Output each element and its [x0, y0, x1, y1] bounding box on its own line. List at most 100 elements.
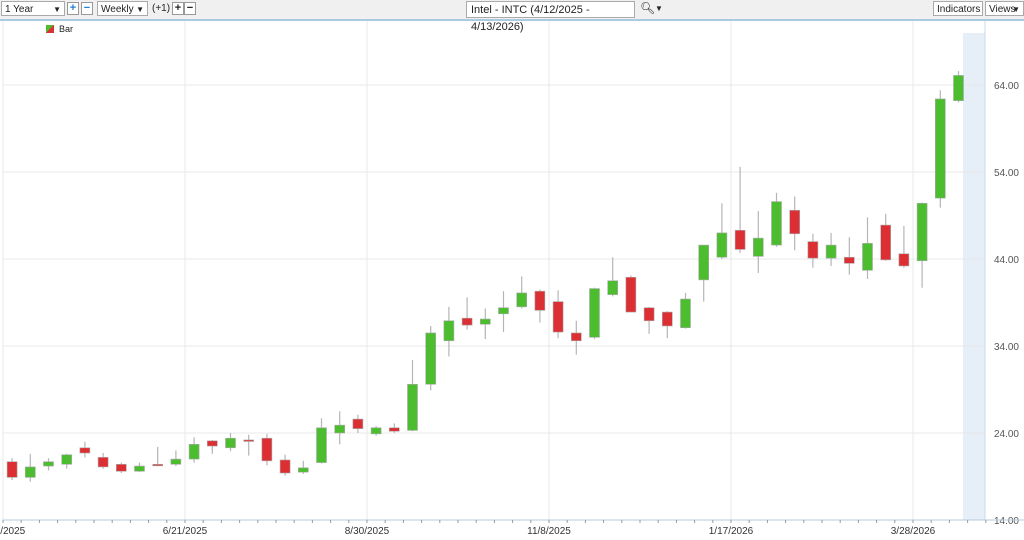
- y-tick-label: 24.00: [994, 429, 1019, 440]
- symbol-title-field[interactable]: Intel - INTC (4/12/2025 - 4/13/2026): [466, 1, 635, 33]
- offset-plus-button[interactable]: +: [172, 2, 184, 15]
- candle-body: [24, 466, 36, 478]
- y-tick-label: 34.00: [994, 342, 1019, 353]
- candle-body: [425, 332, 437, 385]
- candle-body: [6, 461, 18, 478]
- candle: [225, 433, 236, 452]
- candle-body: [279, 459, 291, 474]
- candle-body: [570, 332, 582, 342]
- candle-body: [479, 318, 491, 325]
- legend-label: Bar: [59, 24, 74, 34]
- candle: [534, 289, 546, 323]
- candle-body: [862, 243, 873, 271]
- candle-body: [734, 229, 746, 250]
- candle: [789, 196, 801, 251]
- candle-body: [880, 224, 892, 261]
- candle-body: [516, 292, 528, 308]
- candle: [279, 454, 291, 476]
- candle-body: [625, 276, 637, 313]
- candle-body: [898, 253, 910, 267]
- candle: [479, 308, 491, 340]
- offset-minus-button[interactable]: −: [184, 2, 196, 15]
- candle-body: [188, 444, 200, 460]
- candle: [953, 71, 964, 103]
- candle: [116, 462, 127, 474]
- future-shaded-region: [963, 33, 985, 520]
- candle-body: [752, 237, 764, 257]
- candle-body: [789, 209, 801, 235]
- indicators-button[interactable]: Indicators: [933, 1, 983, 16]
- zoom-out-button[interactable]: −: [81, 2, 93, 15]
- candle: [316, 418, 327, 464]
- legend: Bar: [46, 24, 73, 34]
- indicators-label: Indicators: [937, 4, 981, 15]
- candle: [698, 244, 710, 302]
- toolbar-separator: [0, 19, 1024, 21]
- candle-body: [97, 457, 109, 468]
- candle: [97, 453, 109, 469]
- candle-body: [43, 461, 54, 467]
- candle: [734, 166, 746, 253]
- candle: [498, 291, 509, 333]
- x-tick-label: 3/28/2026: [891, 526, 936, 537]
- candle-body: [589, 288, 600, 338]
- candle-body: [407, 383, 418, 431]
- x-tick-label: 4/12/2025: [0, 526, 26, 537]
- y-tick-label: 54.00: [994, 168, 1019, 179]
- candle: [716, 203, 728, 259]
- candle: [680, 292, 691, 329]
- candle: [752, 211, 764, 273]
- candle: [570, 320, 582, 355]
- candle: [79, 441, 91, 458]
- candle-body: [316, 427, 327, 463]
- candle-body: [334, 424, 346, 434]
- candle-body: [170, 458, 182, 465]
- candle-body: [152, 464, 163, 467]
- views-label: Views: [989, 4, 1016, 15]
- range-select[interactable]: 1 Year ▼: [1, 1, 65, 16]
- y-tick-label: 44.00: [994, 255, 1019, 266]
- candle: [261, 433, 273, 466]
- candle: [243, 434, 254, 456]
- candle: [880, 213, 892, 261]
- candle-body: [534, 290, 546, 311]
- candle: [388, 423, 400, 433]
- candle-body: [207, 440, 218, 447]
- candle: [862, 217, 873, 280]
- candle-body: [461, 317, 473, 326]
- zoom-in-button[interactable]: +: [67, 2, 79, 15]
- candle-body: [698, 244, 710, 281]
- search-icon[interactable]: 🔍︎: [640, 1, 656, 15]
- candle-body: [825, 244, 837, 259]
- candle-body: [243, 439, 254, 442]
- x-tick-label: 8/30/2025: [345, 526, 390, 537]
- candle: [461, 297, 473, 330]
- candle-body: [716, 232, 728, 258]
- candle-body: [352, 418, 364, 429]
- candle: [607, 257, 619, 297]
- candle: [916, 202, 928, 288]
- candle-body: [934, 98, 946, 199]
- candlestick-chart[interactable]: 14.00 24.00 34.00 44.00 54.00 64.00 4/12/2025 6…: [0, 21, 1024, 540]
- candle: [589, 287, 600, 340]
- candle-body: [388, 427, 400, 432]
- search-dropdown-icon[interactable]: ▼: [655, 4, 663, 13]
- candle: [407, 359, 418, 432]
- candle: [370, 426, 382, 436]
- chevron-down-icon: ▼: [136, 5, 144, 14]
- candle: [661, 311, 673, 339]
- candle: [6, 458, 18, 480]
- x-tick-label: 6/21/2025: [163, 526, 208, 537]
- candle: [152, 446, 163, 467]
- candle: [207, 439, 218, 454]
- candle-body: [79, 447, 91, 454]
- bar-legend-swatch-icon: [46, 25, 54, 33]
- views-button[interactable]: Views ▼: [985, 1, 1024, 16]
- interval-select[interactable]: Weekly ▼: [97, 1, 148, 16]
- candle-body: [116, 464, 127, 472]
- candle: [61, 453, 73, 469]
- candle-body: [771, 201, 782, 246]
- candle: [625, 275, 637, 313]
- candle-body: [134, 465, 145, 472]
- candle-body: [261, 437, 273, 462]
